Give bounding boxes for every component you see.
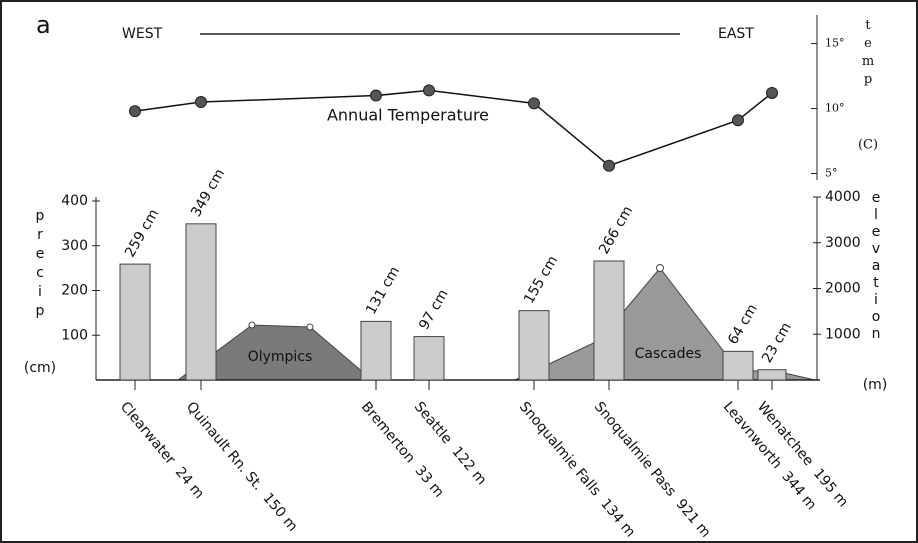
temp-point — [371, 90, 382, 101]
west-label: WEST — [122, 26, 163, 42]
y2-tick-label: 3000 — [825, 235, 861, 251]
y-tick-label: 5° — [825, 167, 838, 180]
peak — [307, 324, 313, 330]
value-label: 349 cm — [188, 166, 228, 219]
temp-line — [135, 90, 772, 165]
panel-label: a — [36, 11, 51, 39]
temp-point — [733, 115, 744, 126]
y-tick-label: 100 — [61, 327, 88, 343]
y-tick-label: 200 — [61, 283, 88, 299]
temp-axis-label: temp — [861, 18, 876, 90]
elevation-axis-label: elevation — [868, 190, 884, 343]
y2-tick-label: 1000 — [825, 326, 861, 342]
value-label: 97 cm — [416, 287, 452, 333]
bar — [723, 351, 753, 380]
temp-point — [196, 97, 207, 108]
east-label: EAST — [718, 26, 754, 42]
value-label: 266 cm — [596, 203, 636, 256]
precip-axis-label: precip — [32, 208, 48, 322]
value-label: 131 cm — [363, 264, 403, 317]
peak — [657, 265, 664, 272]
peak — [249, 322, 255, 328]
precip-unit: (cm) — [24, 360, 56, 376]
value-label: 259 cm — [122, 207, 162, 260]
bar — [594, 261, 624, 380]
value-label: 64 cm — [725, 302, 761, 348]
value-label: 23 cm — [759, 320, 795, 366]
bar — [361, 321, 391, 380]
bar — [414, 337, 444, 380]
range-label: Olympics — [248, 349, 313, 365]
temp-point — [767, 87, 778, 98]
value-label: 155 cm — [521, 253, 561, 306]
bar — [186, 224, 216, 380]
x-tick-label: Quinault Rn. St. 150 m — [183, 399, 301, 535]
elevation-unit: (m) — [863, 377, 888, 393]
y-tick-label: 10° — [825, 102, 845, 115]
bar — [758, 370, 786, 380]
y-tick-label: 300 — [61, 238, 88, 254]
y-tick-label: 400 — [61, 193, 88, 209]
y2-tick-label: 2000 — [825, 281, 861, 297]
temp-unit: (C) — [858, 138, 878, 153]
temp-point — [604, 160, 615, 171]
temp-point — [529, 98, 540, 109]
temp-annotation: Annual Temperature — [327, 106, 489, 125]
temp-point — [130, 106, 141, 117]
bar — [519, 311, 549, 380]
temp-point — [424, 85, 435, 96]
y2-tick-label: 4000 — [825, 189, 861, 205]
figure: a WEST EAST Annual Temperature temp (C) … — [0, 0, 918, 543]
bar — [120, 264, 150, 380]
range-label: Cascades — [635, 346, 702, 362]
y-tick-label: 15° — [825, 37, 845, 50]
